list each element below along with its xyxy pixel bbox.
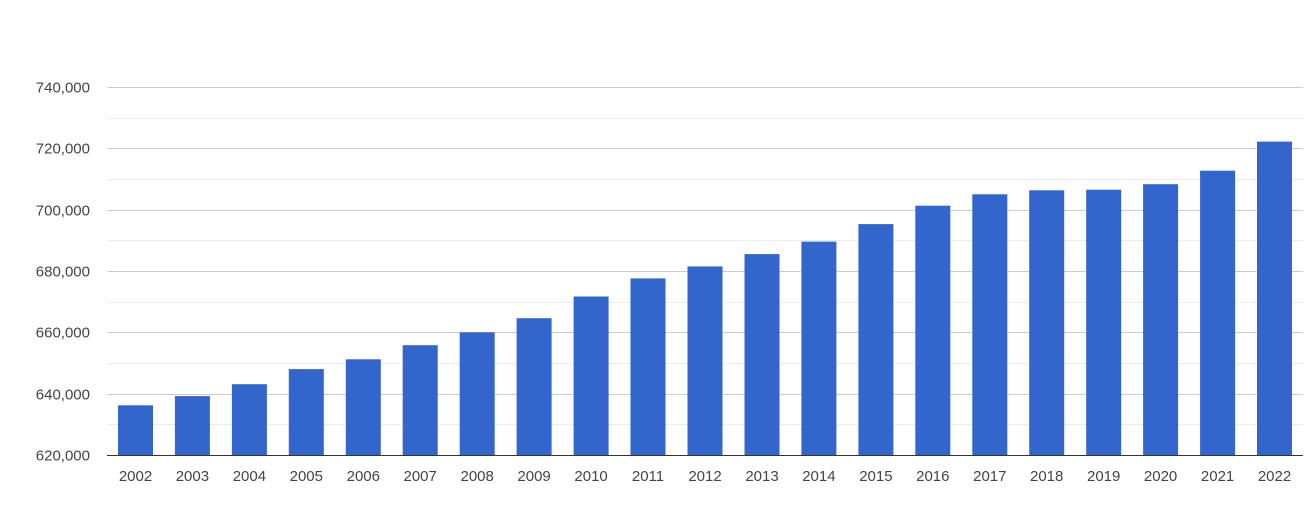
y-tick-label: 620,000 — [36, 448, 90, 465]
bar — [687, 266, 723, 455]
x-axis-labels: 2002 2003 2004 2005 2006 2007 2008 2009 2010 2011… — [119, 468, 1291, 485]
bar — [1143, 184, 1179, 455]
x-tick-label: 2017 — [973, 468, 1006, 485]
x-tick-label: 2006 — [347, 468, 380, 485]
x-tick-label: 2010 — [574, 468, 607, 485]
x-tick-label: 2013 — [745, 468, 778, 485]
bar — [972, 194, 1008, 456]
bar — [915, 205, 951, 455]
x-tick-label: 2012 — [688, 468, 721, 485]
bar — [801, 241, 837, 455]
bar — [1200, 170, 1236, 455]
y-tick-label: 720,000 — [36, 141, 90, 158]
bar — [630, 278, 666, 455]
bars — [118, 141, 1292, 456]
y-tick-label: 660,000 — [36, 325, 90, 342]
y-tick-label: 700,000 — [36, 203, 90, 220]
bar — [1029, 190, 1065, 456]
x-tick-label: 2008 — [461, 468, 494, 485]
x-tick-label: 2022 — [1258, 468, 1291, 485]
x-tick-label: 2020 — [1144, 468, 1177, 485]
bar — [459, 332, 495, 455]
x-tick-label: 2007 — [404, 468, 437, 485]
bar — [174, 396, 210, 455]
bar — [288, 369, 324, 455]
y-axis-labels: 620,000 640,000 660,000 680,000 700,000 720,0… — [36, 80, 90, 465]
x-tick-label: 2002 — [119, 468, 152, 485]
bar — [231, 384, 267, 455]
bar — [744, 254, 780, 455]
x-tick-label: 2005 — [290, 468, 323, 485]
x-tick-label: 2015 — [859, 468, 892, 485]
y-tick-label: 680,000 — [36, 264, 90, 281]
bar — [1257, 141, 1292, 455]
bar — [516, 318, 552, 455]
x-tick-label: 2014 — [802, 468, 835, 485]
x-tick-label: 2004 — [233, 468, 266, 485]
bar — [858, 224, 894, 455]
bar — [1086, 189, 1122, 455]
bar — [402, 345, 438, 455]
bar — [573, 296, 609, 455]
x-tick-label: 2016 — [916, 468, 949, 485]
x-tick-label: 2009 — [517, 468, 550, 485]
x-tick-label: 2018 — [1030, 468, 1063, 485]
x-tick-label: 2003 — [176, 468, 209, 485]
x-tick-label: 2021 — [1201, 468, 1234, 485]
x-tick-label: 2011 — [632, 468, 664, 485]
bar — [118, 405, 153, 455]
x-tick-label: 2019 — [1087, 468, 1120, 485]
y-tick-label: 740,000 — [36, 80, 90, 97]
bar — [345, 359, 381, 455]
y-tick-label: 640,000 — [36, 387, 90, 404]
